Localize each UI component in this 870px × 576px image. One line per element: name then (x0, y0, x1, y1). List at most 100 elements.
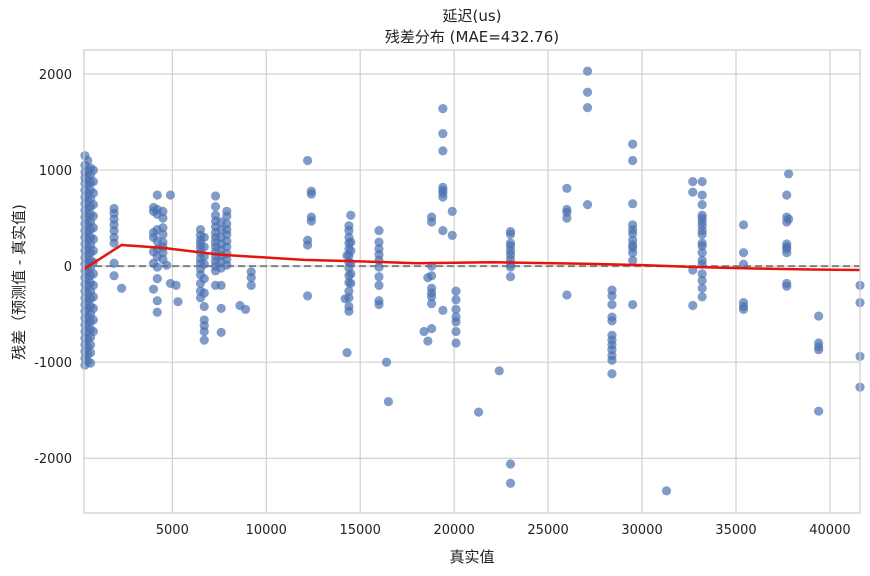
data-point (628, 255, 638, 265)
data-point (661, 486, 672, 496)
data-point (85, 358, 96, 368)
data-point (246, 280, 256, 290)
data-point (199, 232, 209, 242)
data-point (162, 260, 172, 270)
data-point (628, 139, 638, 149)
data-point (346, 278, 356, 289)
data-point (222, 229, 232, 240)
data-point (628, 299, 638, 310)
data-point (344, 286, 354, 296)
data-point (607, 355, 617, 365)
x-tick-label: 5000 (156, 523, 189, 538)
data-point (222, 242, 232, 252)
x-tick-labels: 5000 10000 15000 20000 25000 30000 35000 40000 (156, 523, 851, 538)
data-point (697, 241, 707, 251)
y-tick-label: 2000 (39, 68, 72, 83)
data-point (374, 225, 384, 236)
y-tick-labels: -2000 -1000 0 1000 2000 (34, 68, 72, 467)
data-point (562, 290, 572, 300)
data-point (688, 300, 698, 311)
data-point (88, 200, 98, 210)
data-point (88, 280, 98, 290)
data-point (784, 169, 794, 179)
data-point (451, 338, 461, 348)
data-point (419, 326, 429, 337)
data-point (582, 87, 593, 97)
data-point (607, 316, 617, 326)
data-point (427, 292, 437, 302)
data-point (582, 103, 593, 113)
trend-line (83, 243, 861, 272)
data-point (427, 271, 437, 281)
data-point (688, 187, 698, 197)
x-tick-label: 15000 (340, 523, 381, 538)
data-point (88, 315, 98, 325)
data-point (505, 272, 516, 282)
data-point (438, 192, 448, 202)
chart-subtitle: 残差分布 (MAE=432.76) (385, 28, 559, 46)
data-point (88, 269, 98, 279)
data-point (306, 189, 316, 199)
data-point (152, 307, 162, 317)
data-point (628, 199, 638, 209)
data-point (451, 286, 461, 296)
x-tick-label: 10000 (246, 523, 287, 538)
data-point (814, 406, 824, 416)
data-point (199, 288, 209, 298)
data-point (423, 336, 433, 346)
x-tick-label: 30000 (621, 523, 662, 538)
data-point (199, 242, 209, 252)
data-point (451, 326, 461, 337)
data-point (438, 305, 448, 315)
data-point (438, 128, 448, 139)
y-tick-label: -2000 (34, 452, 72, 467)
data-point (782, 248, 792, 258)
data-point (88, 176, 98, 187)
data-point (216, 327, 226, 338)
data-point (346, 269, 356, 279)
data-point (158, 248, 168, 258)
data-point (216, 303, 226, 313)
data-point (688, 176, 698, 187)
data-point (427, 298, 437, 309)
data-point (88, 246, 98, 256)
data-point (438, 146, 448, 156)
data-point (374, 237, 384, 247)
data-point (628, 248, 638, 258)
data-point (158, 206, 168, 216)
data-point (451, 304, 461, 314)
data-point (85, 347, 96, 358)
data-point (383, 396, 393, 407)
data-point (246, 273, 256, 283)
data-point (346, 237, 356, 247)
data-point (88, 234, 98, 244)
data-point (346, 210, 356, 220)
data-point (85, 340, 96, 350)
data-point (152, 296, 162, 306)
data-point (346, 246, 356, 256)
data-point (697, 248, 707, 258)
data-point (109, 271, 119, 281)
data-point (216, 280, 226, 290)
data-point (697, 292, 707, 302)
data-point (148, 284, 159, 294)
data-point (374, 299, 384, 310)
data-point (697, 200, 707, 210)
data-point (494, 366, 504, 376)
chart-title: 延迟(us) (442, 7, 501, 25)
data-point (199, 335, 209, 345)
data-point (116, 283, 127, 293)
data-point (438, 225, 448, 236)
data-point (152, 262, 162, 272)
data-point (697, 229, 707, 240)
data-point (152, 190, 162, 200)
data-point (784, 214, 794, 224)
data-point (344, 225, 354, 236)
data-point (210, 191, 221, 201)
data-point (88, 326, 98, 337)
x-tick-label: 25000 (527, 523, 568, 538)
data-point (697, 275, 707, 286)
data-point (447, 206, 457, 216)
data-point (199, 301, 209, 312)
